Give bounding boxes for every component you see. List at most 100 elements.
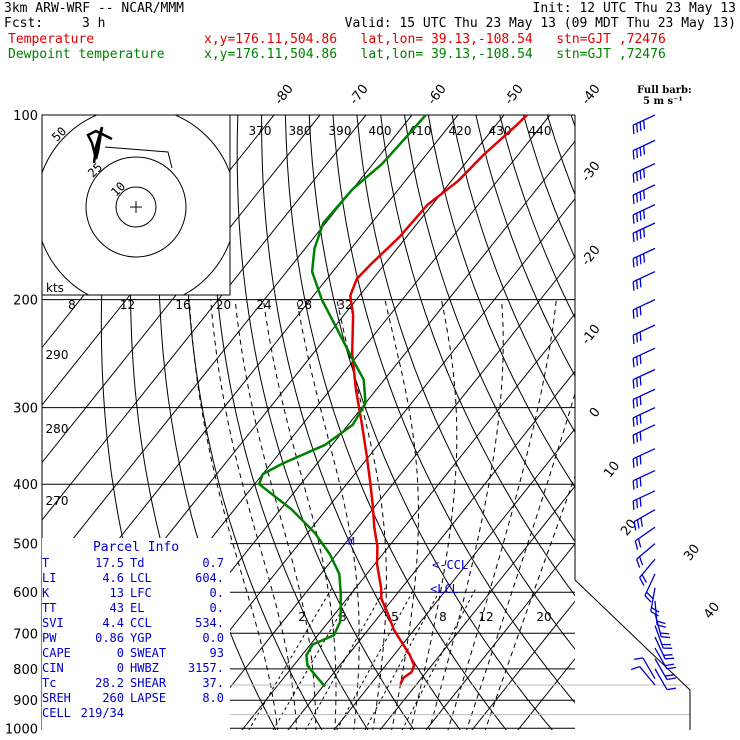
wind-barb-feather xyxy=(632,258,635,268)
wind-barb-feather xyxy=(633,521,637,531)
parcel-info-row: CAPE 0 SWEAT 93 xyxy=(42,646,230,661)
parcel-param-name: EL xyxy=(130,601,145,615)
wind-barb xyxy=(633,509,656,531)
wind-barb-feather xyxy=(632,335,635,345)
theta-label: 430 xyxy=(489,124,512,138)
parcel-info-title: Parcel Info xyxy=(92,540,180,555)
isotherm-line xyxy=(425,542,575,730)
parcel-param-value: 0. xyxy=(209,586,224,600)
isotherm-line xyxy=(149,197,575,730)
wind-barb-feather xyxy=(632,233,635,243)
mixing-ratio-line xyxy=(304,587,386,730)
mixing-ratio-line xyxy=(401,587,477,730)
wind-barb-feather xyxy=(636,433,639,443)
parcel-param-value: 17.5 xyxy=(95,556,124,570)
model-title: 3km ARW-WRF -- NCAR/MMM xyxy=(4,1,185,16)
parcel-param-value: 43 xyxy=(109,601,124,615)
init-time: Init: 12 UTC Thu 23 May 13 xyxy=(532,1,737,16)
pressure-tick-label: 300 xyxy=(13,402,38,417)
wind-barb-feather xyxy=(636,499,639,509)
wind-barb-staff xyxy=(632,347,656,359)
wind-barb xyxy=(654,658,677,681)
parcel-info-row: CELL 219/34 xyxy=(42,706,230,721)
wind-barb-feather xyxy=(636,377,639,388)
parcel-param-name: SHEAR xyxy=(130,676,167,690)
parcel-param-value: 219/34 xyxy=(80,706,124,720)
wind-barb-feather xyxy=(639,170,642,180)
mixing-ratio-label: 12 xyxy=(478,610,493,624)
isotherm-line xyxy=(333,427,575,730)
theta-label: 380 xyxy=(289,124,312,138)
dry-adiabat-line xyxy=(619,115,740,740)
isotherm-line xyxy=(42,115,321,464)
parcel-info-row: SREH 260 LAPSE 8.0 xyxy=(42,691,230,706)
wind-barb xyxy=(632,448,656,468)
parcel-param-value: 0.0 xyxy=(202,631,224,645)
wind-barb-feather xyxy=(643,145,646,155)
parcel-param-name: CIN xyxy=(42,661,64,675)
dry-adiabat-line xyxy=(380,115,575,597)
wind-barb-staff xyxy=(633,509,656,523)
hodograph-speed-label: 8 xyxy=(68,298,76,312)
wind-barb-feather xyxy=(665,657,675,660)
isotherm-line xyxy=(195,255,575,730)
moist-adiabat-line xyxy=(336,299,387,730)
wind-barb xyxy=(632,114,656,135)
hodograph-speed-label: 20 xyxy=(216,298,231,312)
isotherm-label: -40 xyxy=(579,82,604,108)
mixing-ratio-label: 20 xyxy=(536,610,551,624)
moist-adiabat-line xyxy=(484,474,575,730)
theta-left-label: 280 xyxy=(46,422,69,436)
wind-barb-staff xyxy=(654,613,662,637)
dry-adiabat-line xyxy=(332,115,575,704)
wind-barb-staff xyxy=(632,448,656,460)
parcel-param-value: 0 xyxy=(116,646,124,660)
theta-label: 440 xyxy=(529,124,552,138)
theta-label: 390 xyxy=(329,124,352,138)
dry-adiabat-line xyxy=(284,115,507,730)
wind-barb-feather xyxy=(635,558,641,568)
wind-barb-feather xyxy=(641,574,647,583)
wind-barb-feather xyxy=(643,120,646,130)
hodograph-ring xyxy=(85,156,187,258)
parcel-param-name: CCL xyxy=(130,616,152,630)
wind-barb-feather xyxy=(639,147,642,157)
wind-barb xyxy=(632,407,656,427)
parcel-info-row: SVI 4.4 CCL 534. xyxy=(42,616,230,631)
hodograph-speed-label: 16 xyxy=(175,298,190,312)
wind-barb-feather xyxy=(639,306,642,316)
parcel-param-value: 4.6 xyxy=(102,571,124,585)
moist-adiabat-line xyxy=(210,299,298,730)
dry-adiabat-line xyxy=(308,115,553,730)
temperature-legend: Temperature xyxy=(8,32,95,47)
mixing-ratio-line xyxy=(272,587,356,730)
wind-barb-feather xyxy=(636,193,639,203)
wind-barb-feather xyxy=(661,636,671,639)
wind-barb-feather xyxy=(636,148,639,158)
wind-barb xyxy=(632,324,656,345)
wind-barb-feather xyxy=(632,500,635,510)
parcel-param-name: LI xyxy=(42,571,57,585)
wind-barb-feather xyxy=(632,194,635,205)
wind-barb-feather xyxy=(636,308,639,318)
wind-barb-feather xyxy=(660,632,670,635)
isotherm-label: 10 xyxy=(601,459,623,481)
right-boundary-line xyxy=(574,579,691,730)
wind-barb-staff xyxy=(654,658,668,680)
wind-barb xyxy=(632,270,656,291)
wind-barb xyxy=(632,204,656,224)
dry-adiabat-line xyxy=(690,115,740,740)
wind-barb-feather xyxy=(639,191,642,201)
dry-adiabat-line xyxy=(185,115,323,730)
wind-barb-staff xyxy=(639,666,656,686)
dry-adiabat-line xyxy=(499,115,575,319)
theta-label: 400 xyxy=(369,124,392,138)
mixing-ratio-line xyxy=(364,587,442,730)
wind-barb xyxy=(654,613,671,639)
parcel-param-value: 28.2 xyxy=(95,676,124,690)
wind-barb-feather xyxy=(666,666,677,670)
wind-barb-feather xyxy=(664,663,675,667)
hodograph-trace xyxy=(86,126,113,164)
wind-barb-feather xyxy=(639,331,642,341)
